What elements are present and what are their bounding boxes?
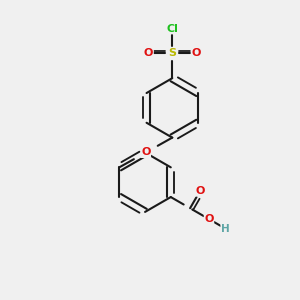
- Text: O: O: [191, 48, 201, 59]
- Text: O: O: [144, 48, 153, 59]
- Text: H: H: [221, 224, 230, 233]
- Text: O: O: [195, 186, 205, 196]
- Text: S: S: [168, 48, 176, 59]
- Text: O: O: [204, 214, 214, 224]
- Text: Cl: Cl: [167, 24, 178, 34]
- Text: O: O: [141, 148, 151, 158]
